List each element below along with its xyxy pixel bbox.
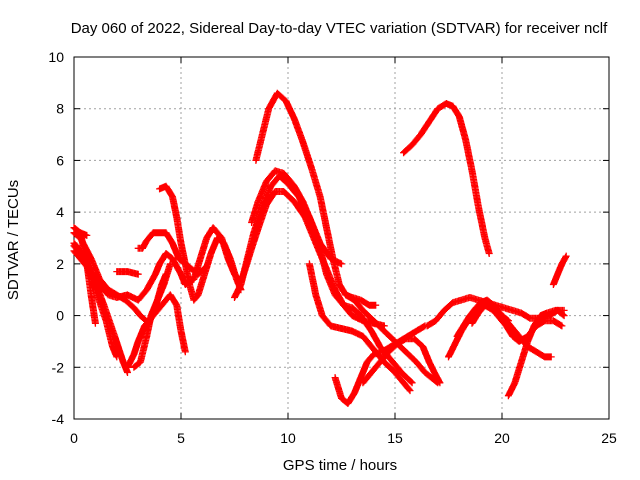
data-series xyxy=(70,89,570,407)
y-tick-label: 4 xyxy=(56,204,64,220)
data-series-s6 xyxy=(70,239,131,376)
data-series-s10 xyxy=(134,229,211,278)
data-points-s13 xyxy=(248,167,416,387)
data-series-s13 xyxy=(248,167,416,387)
data-points-s11 xyxy=(156,182,245,304)
y-axis-label: SDTVAR / TECUs xyxy=(5,180,22,300)
x-tick-label: 0 xyxy=(70,430,78,446)
x-tick-label: 20 xyxy=(494,430,510,446)
grid-lines xyxy=(74,57,609,419)
data-points-s7 xyxy=(113,268,142,278)
y-tick-label: 6 xyxy=(56,152,64,168)
x-tick-label: 15 xyxy=(387,430,403,446)
axis-ticks: 0 5 10 15 20 25 -4 -2 0 2 4 6 8 10 xyxy=(48,49,617,446)
y-tick-label: -4 xyxy=(52,411,65,427)
data-series-s11 xyxy=(156,182,245,304)
data-series-s23 xyxy=(468,301,512,327)
data-series-s25 xyxy=(549,252,570,288)
data-points-s15 xyxy=(305,260,414,395)
data-series-s7 xyxy=(113,268,142,278)
x-tick-label: 10 xyxy=(280,430,296,446)
data-series-s24 xyxy=(504,306,568,400)
data-points-s9 xyxy=(130,260,174,371)
x-axis-label: GPS time / hours xyxy=(283,457,397,474)
data-points-s10 xyxy=(134,229,211,278)
data-points-s24 xyxy=(504,306,568,400)
data-points-s14 xyxy=(252,89,380,309)
data-points-s25 xyxy=(549,252,570,288)
data-points-s23 xyxy=(468,301,512,327)
y-tick-label: 0 xyxy=(56,308,64,324)
y-tick-label: 10 xyxy=(48,49,64,65)
data-points-s19 xyxy=(400,100,493,257)
y-tick-label: 2 xyxy=(56,256,64,272)
chart-title: Day 060 of 2022, Sidereal Day-to-day VTE… xyxy=(71,20,608,37)
x-tick-label: 25 xyxy=(601,430,617,446)
y-tick-label: -2 xyxy=(52,359,65,375)
data-points-s6 xyxy=(70,239,131,376)
data-series-s18 xyxy=(359,335,444,387)
data-series-s19 xyxy=(400,100,493,257)
y-tick-label: 8 xyxy=(56,101,64,117)
plot-frame xyxy=(73,56,610,420)
data-series-s5 xyxy=(70,229,91,239)
data-series-s15 xyxy=(305,260,414,395)
data-series-s9 xyxy=(130,260,174,371)
data-series-s14 xyxy=(252,89,380,309)
x-tick-label: 5 xyxy=(177,430,185,446)
data-points-s18 xyxy=(359,335,444,387)
data-points-s5 xyxy=(70,229,91,239)
